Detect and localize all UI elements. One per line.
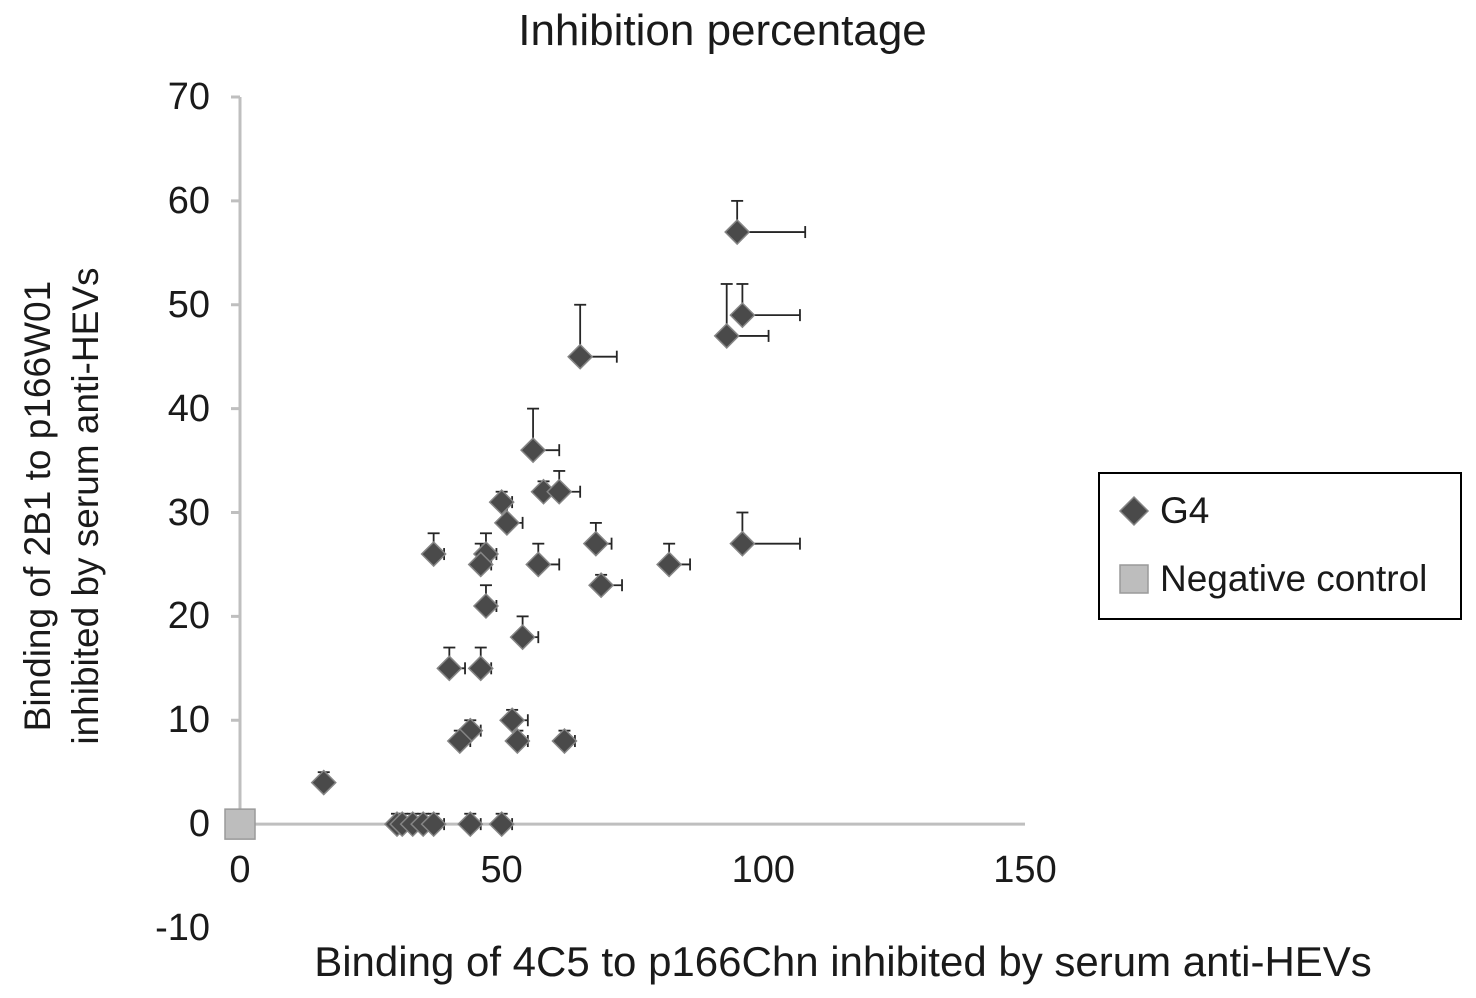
data-point-g4 xyxy=(588,572,615,599)
data-point-g4 xyxy=(499,707,526,734)
y-tick-label: 10 xyxy=(167,699,210,742)
data-point-g4 xyxy=(551,727,578,755)
diamond-marker-icon xyxy=(1118,495,1150,527)
x-tick-label: 0 xyxy=(229,849,251,891)
data-point-g4 xyxy=(310,769,337,796)
data-point-g4 xyxy=(436,655,463,682)
data-point-g4 xyxy=(724,218,751,246)
data-point-g4 xyxy=(729,302,756,329)
legend-item-g4: G4 xyxy=(1116,490,1444,532)
data-point-g4 xyxy=(504,727,531,755)
data-point-g4 xyxy=(567,343,594,370)
data-point-g4 xyxy=(520,437,547,464)
legend-label-negative-control: Negative control xyxy=(1160,558,1428,599)
legend-label-g4: G4 xyxy=(1160,490,1210,531)
y-tick-label: 20 xyxy=(167,595,210,638)
chart-title: Inhibition percentage xyxy=(518,6,927,55)
legend-item-negative-control: Negative control xyxy=(1116,558,1444,600)
data-point-g4 xyxy=(525,551,552,578)
legend: G4 Negative control xyxy=(1098,472,1462,620)
data-point-g4 xyxy=(729,530,756,557)
y-tick-label: 70 xyxy=(167,76,210,118)
data-point-g4 xyxy=(420,540,447,568)
data-point-g4 xyxy=(546,478,573,505)
data-point-g4 xyxy=(488,489,515,516)
data-point-g4 xyxy=(582,530,609,557)
x-tick-label: 150 xyxy=(993,849,1057,891)
data-point-g4 xyxy=(509,624,536,651)
data-point-g4 xyxy=(493,509,520,536)
data-point-g4 xyxy=(420,811,447,838)
x-axis-label: Binding of 4C5 to p166Chn inhibited by s… xyxy=(314,938,1372,985)
data-point-g4 xyxy=(656,551,683,578)
data-point-g4 xyxy=(467,551,494,578)
data-point-g4 xyxy=(472,592,500,620)
y-tick-label: 0 xyxy=(188,803,210,846)
data-point-g4 xyxy=(446,727,473,755)
data-point-g4 xyxy=(467,655,494,682)
data-point-negative-control xyxy=(224,808,256,840)
y-tick-label: 60 xyxy=(167,179,210,222)
square-marker-icon xyxy=(1119,564,1149,594)
x-tick-label: 100 xyxy=(731,849,796,891)
y-tick-label: 30 xyxy=(167,491,210,534)
data-point-g4 xyxy=(713,322,740,349)
y-tick-label: 40 xyxy=(167,387,210,430)
y-tick-label: 50 xyxy=(167,283,210,326)
data-point-g4 xyxy=(488,811,515,838)
x-tick-label: 50 xyxy=(480,849,523,891)
y-tick-label: -10 xyxy=(155,907,210,949)
data-point-g4 xyxy=(457,811,484,838)
